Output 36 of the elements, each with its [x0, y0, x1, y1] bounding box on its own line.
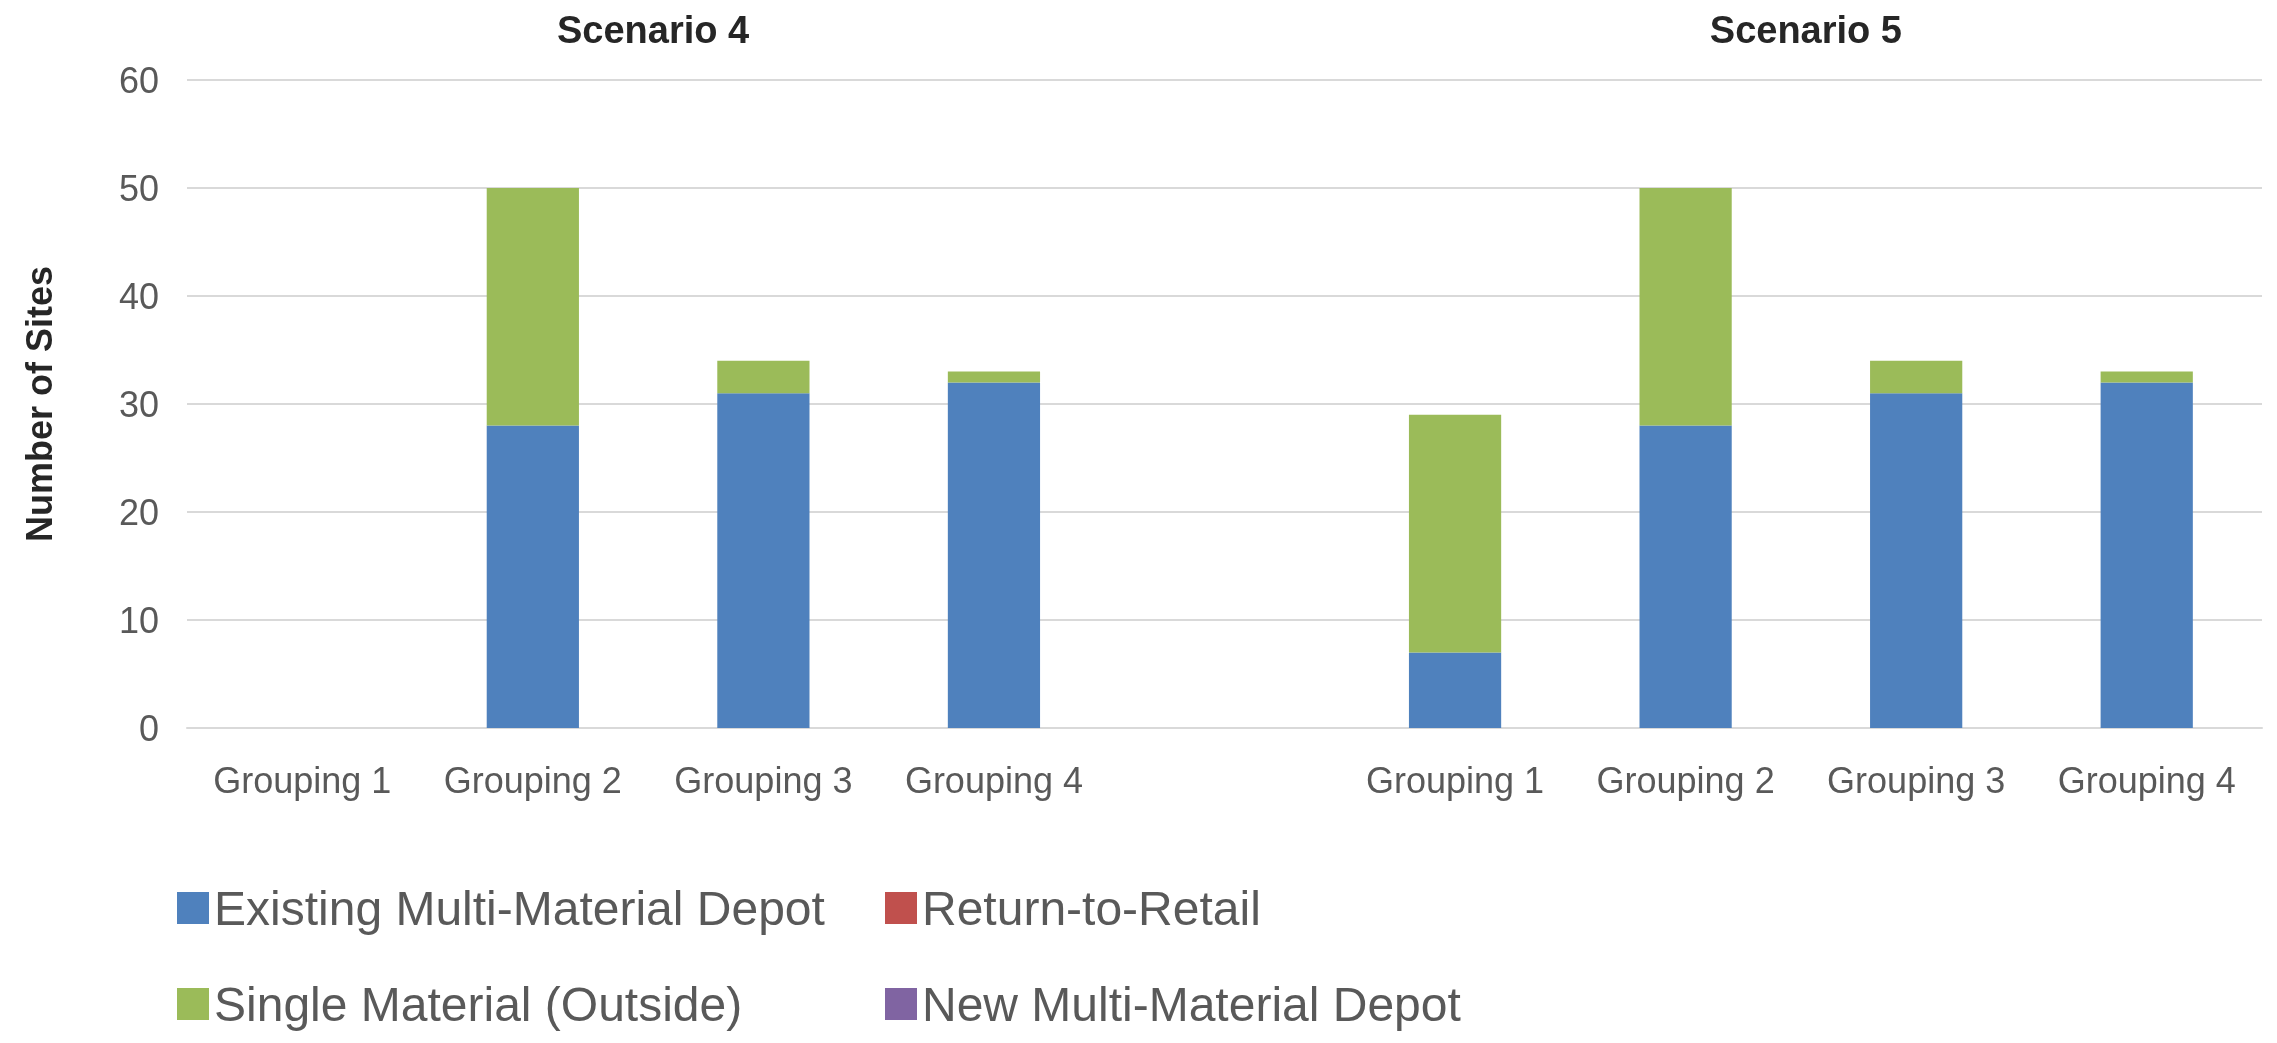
- x-tick-label: Grouping 3: [1827, 759, 2006, 801]
- legend-label: Existing Multi-Material Depot: [214, 881, 825, 935]
- y-tick-label: 20: [118, 491, 159, 533]
- x-tick-label: Grouping 3: [674, 759, 853, 801]
- y-tick-label: 30: [118, 383, 159, 425]
- text: Scenario 5: [1709, 9, 1902, 51]
- y-axis-title: Number of Sites: [18, 265, 60, 543]
- text: Scenario 4: [557, 9, 750, 51]
- x-tick-label: Grouping 1: [1365, 759, 1545, 801]
- x-tick-label: Grouping 4: [2057, 759, 2236, 801]
- bar: [2100, 371, 2193, 383]
- bar: [947, 371, 1041, 383]
- bar: [486, 425, 579, 728]
- bar: [1870, 393, 1963, 728]
- y-tick-label: 0: [138, 707, 159, 749]
- bar: [1870, 360, 1963, 394]
- y-tick-label: 40: [118, 275, 159, 317]
- legend-label: New Multi-Material Depot: [922, 977, 1461, 1031]
- legend-label: Return-to-Retail: [922, 881, 1261, 935]
- legend-label: Single Material (Outside): [214, 977, 743, 1031]
- bar: [1408, 414, 1502, 653]
- bar: [717, 393, 810, 728]
- bar: [717, 360, 810, 394]
- y-tick-label: 10: [118, 599, 159, 641]
- bar: [1408, 652, 1502, 728]
- bar: [1639, 188, 1732, 426]
- bar: [486, 188, 579, 426]
- y-tick-label: 50: [118, 167, 159, 209]
- x-tick-label: Grouping 2: [1596, 759, 1775, 801]
- x-tick-label: Grouping 4: [904, 759, 1084, 801]
- bar: [2100, 382, 2193, 728]
- bar: [947, 382, 1041, 728]
- x-tick-label: Grouping 1: [213, 759, 392, 801]
- x-tick-label: Grouping 2: [443, 759, 622, 801]
- bar: [1639, 425, 1732, 728]
- y-tick-label: 60: [118, 59, 159, 101]
